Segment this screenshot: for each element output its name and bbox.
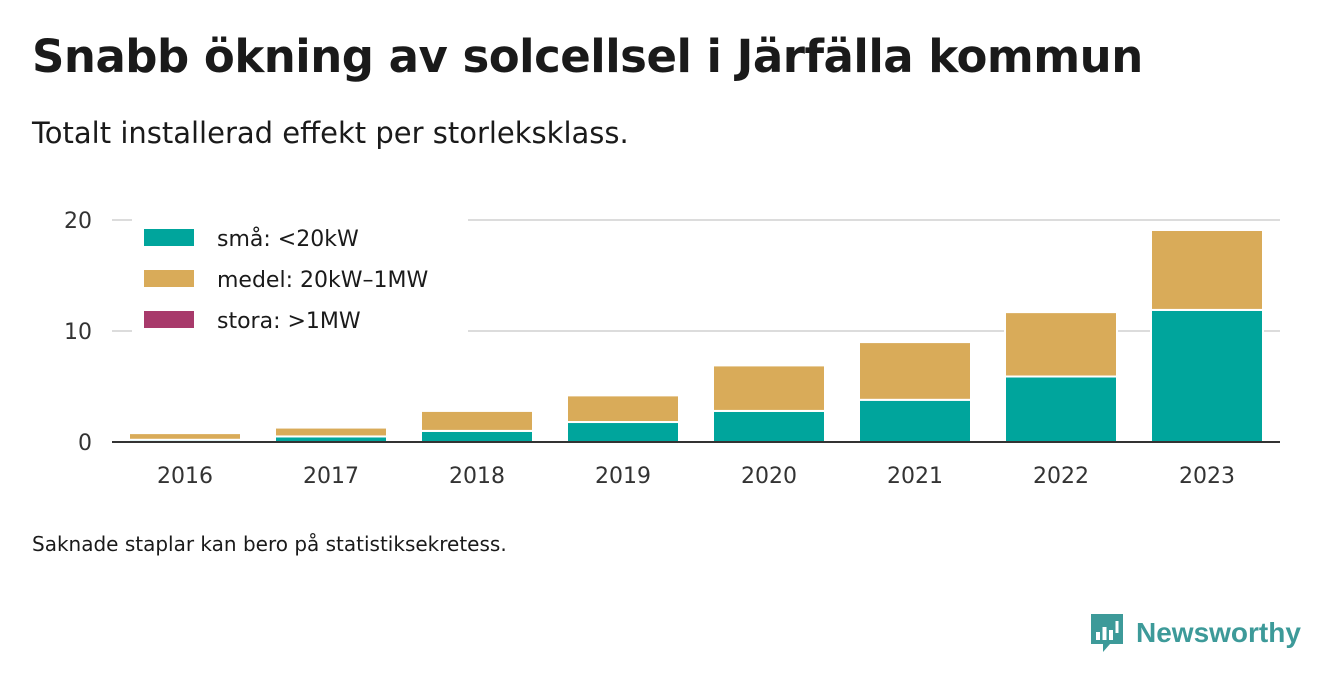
legend-swatch	[144, 311, 194, 328]
bars	[128, 228, 1264, 444]
bar-segment	[712, 364, 826, 412]
legend: små: <20kW medel: 20kW–1MW stora: >1MW	[132, 216, 468, 334]
x-tick-label: 2018	[449, 464, 505, 489]
bar-segment	[1004, 375, 1118, 444]
x-tick-label: 2020	[741, 464, 797, 489]
bar-segment	[1004, 311, 1118, 378]
bar-segment	[1150, 308, 1264, 443]
bar-segment	[566, 421, 680, 443]
brand-name: Newsworthy	[1136, 617, 1301, 648]
bar-segment	[712, 409, 826, 444]
bar-segment	[128, 432, 242, 441]
legend-label: medel: 20kW–1MW	[217, 268, 428, 293]
bar-segment	[274, 426, 388, 438]
legend-swatch	[144, 270, 194, 287]
chart-subtitle: Totalt installerad effekt per storlekskl…	[32, 116, 629, 150]
bar-segment	[1150, 228, 1264, 311]
x-axis-ticks: 2016 2017 2018 2019 2020 2021 2022 2023	[112, 441, 1280, 489]
bar-segment	[420, 409, 534, 432]
brand-logo: Newsworthy	[1088, 612, 1301, 654]
bar-segment	[420, 429, 534, 443]
bar-segment	[566, 394, 680, 424]
y-axis-ticks: 0 10 20	[64, 209, 92, 456]
bar-segment	[858, 398, 972, 444]
x-tick-label: 2022	[1033, 464, 1089, 489]
x-tick-label: 2019	[595, 464, 651, 489]
y-tick-label: 20	[64, 209, 92, 234]
x-tick-label: 2016	[157, 464, 213, 489]
legend-label: små: <20kW	[217, 226, 359, 252]
bar-segment	[858, 341, 972, 401]
legend-swatch	[144, 229, 194, 246]
x-tick-label: 2021	[887, 464, 943, 489]
footnote: Saknade staplar kan bero på statistiksek…	[32, 532, 507, 556]
y-tick-label: 0	[78, 431, 92, 456]
legend-label: stora: >1MW	[217, 309, 361, 334]
y-tick-label: 10	[64, 320, 92, 345]
chart-title: Snabb ökning av solcellsel i Järfälla ko…	[32, 30, 1143, 83]
newsworthy-logo-icon	[1091, 614, 1123, 652]
bar-chart: 0 10 20 2016 2017 2018 2019 2020 2021 2022 2023 s…	[64, 209, 1280, 489]
x-tick-label: 2017	[303, 464, 359, 489]
x-tick-label: 2023	[1179, 464, 1235, 489]
